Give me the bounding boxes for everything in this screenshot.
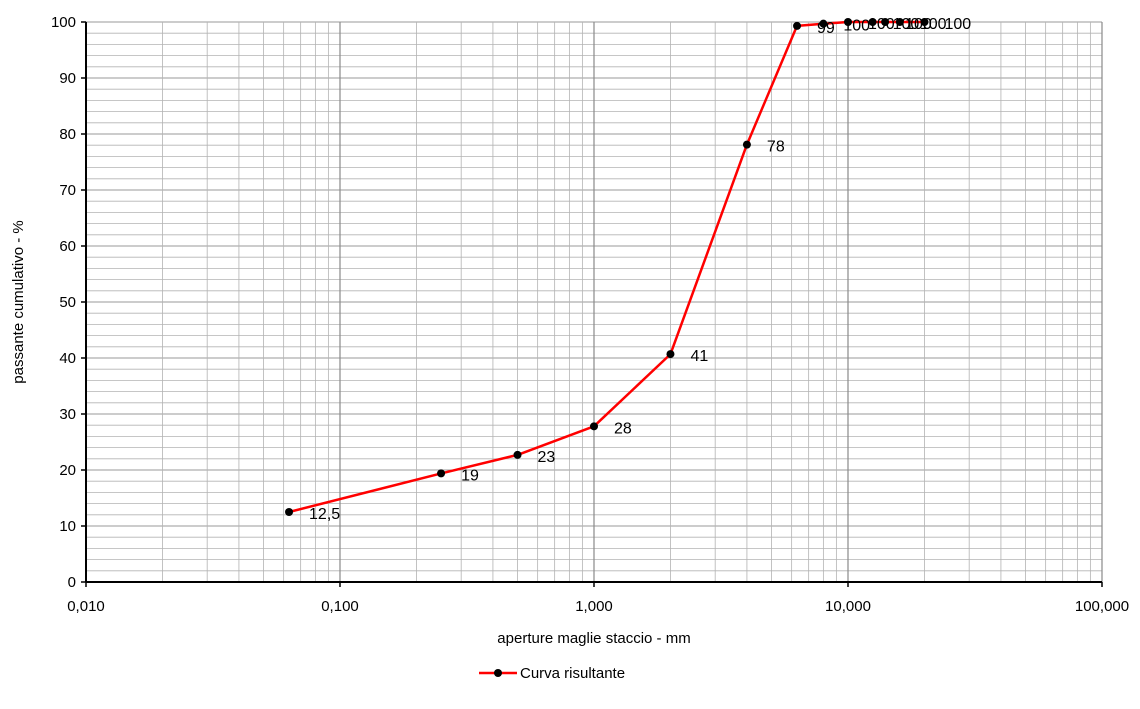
data-point — [666, 350, 675, 359]
x-tick-label: 0,010 — [67, 598, 105, 615]
x-tick-label: 100,000 — [1075, 598, 1129, 615]
data-point — [868, 18, 877, 26]
grid — [85, 21, 1103, 582]
y-tick-label: 30 — [59, 406, 76, 423]
data-point — [844, 18, 852, 26]
y-tick-label: 0 — [68, 574, 76, 591]
data-point — [590, 422, 598, 431]
data-label: 41 — [690, 348, 708, 365]
data-point — [881, 18, 890, 26]
data-label: 100 — [868, 16, 895, 33]
y-tick-label: 100 — [51, 14, 76, 31]
y-tick-label: 60 — [59, 238, 76, 255]
y-tick-label: 80 — [59, 126, 76, 143]
y-axis-title: passante cumulativo - % — [10, 220, 27, 383]
data-label: 100 — [944, 16, 971, 33]
y-tick-label: 90 — [59, 70, 76, 87]
data-point — [920, 18, 929, 26]
data-label: 78 — [767, 139, 785, 156]
data-point — [513, 450, 522, 459]
y-tick-label: 20 — [59, 462, 76, 479]
legend-label: Curva risultante — [520, 665, 625, 682]
y-tick-label: 10 — [59, 518, 76, 535]
legend-marker-swatch — [494, 669, 502, 677]
data-point — [437, 469, 446, 478]
x-tick-label: 10,000 — [825, 598, 871, 615]
x-tick-label: 1,000 — [575, 598, 613, 615]
data-point — [819, 19, 828, 28]
y-tick-label: 70 — [59, 182, 76, 199]
data-label: 28 — [614, 420, 632, 437]
data-label: 99 — [817, 20, 835, 37]
data-label: 100 — [843, 18, 870, 35]
tick-labels: 0 10 20 30 40 50 60 70 80 90 100 0,010 0,100 1,000 10,… — [51, 14, 1129, 615]
data-point — [742, 140, 751, 149]
data-point — [793, 21, 802, 30]
data-point — [895, 18, 904, 26]
axes — [81, 21, 1103, 587]
data-label: 23 — [538, 449, 556, 466]
series-layer — [285, 18, 929, 516]
legend: Curva risultante — [479, 665, 625, 682]
y-tick-label: 40 — [59, 350, 76, 367]
x-axis-title: aperture maglie staccio - mm — [497, 630, 690, 647]
series-line — [288, 20, 925, 514]
data-label: 100 — [920, 16, 947, 33]
data-point — [285, 508, 294, 516]
data-label: 19 — [461, 467, 479, 484]
y-tick-label: 50 — [59, 294, 76, 311]
data-label: 100 — [905, 16, 932, 33]
data-label: 100 — [893, 16, 920, 33]
data-label: 12,5 — [309, 506, 340, 523]
x-tick-label: 0,100 — [321, 598, 359, 615]
